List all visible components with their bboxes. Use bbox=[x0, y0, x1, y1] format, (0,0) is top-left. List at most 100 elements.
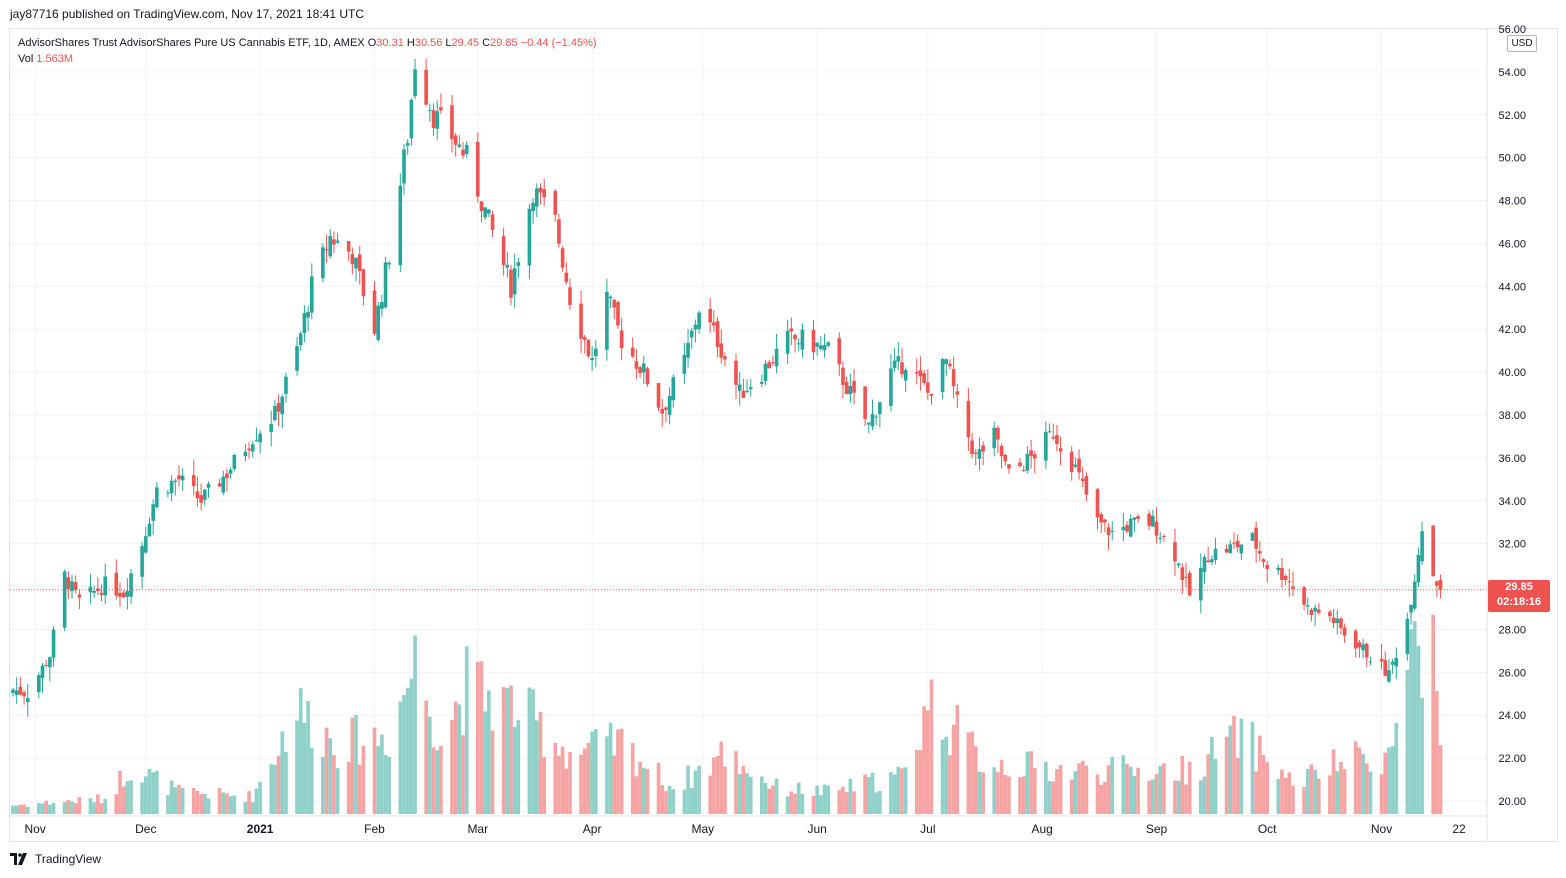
candle-body bbox=[1390, 661, 1395, 665]
volume-bar bbox=[1173, 780, 1177, 814]
candle-body bbox=[321, 247, 325, 279]
currency-button[interactable]: USD bbox=[1507, 35, 1537, 52]
volume-bar bbox=[763, 783, 768, 814]
volume-bar bbox=[103, 798, 108, 814]
candle-body bbox=[1162, 535, 1166, 537]
candle-body bbox=[1103, 519, 1107, 523]
candle-body bbox=[254, 440, 259, 442]
candle-body bbox=[18, 686, 23, 695]
volume-bar bbox=[693, 770, 698, 814]
volume-bar bbox=[324, 727, 329, 814]
candle-body bbox=[630, 347, 635, 357]
volume-bar bbox=[346, 761, 351, 814]
time-axis-tick-label: Nov bbox=[24, 822, 45, 836]
candle-body bbox=[405, 143, 410, 146]
candle-body bbox=[516, 262, 521, 267]
volume-bar bbox=[553, 742, 558, 814]
candle-body bbox=[284, 376, 288, 394]
candle-body bbox=[719, 343, 724, 358]
footer-brand[interactable]: TradingView bbox=[35, 852, 102, 866]
legend-line-price: AdvisorShares Trust AdvisorShares Pure U… bbox=[18, 35, 597, 51]
candle-body bbox=[811, 329, 816, 353]
volume-bar bbox=[121, 786, 126, 814]
candle-body bbox=[748, 387, 753, 390]
volume-bar bbox=[295, 720, 299, 814]
volume-bar bbox=[309, 748, 314, 814]
volume-bar bbox=[354, 714, 358, 814]
volume-bar bbox=[1069, 779, 1074, 814]
candle-body bbox=[1283, 576, 1288, 581]
candle-body bbox=[1342, 627, 1347, 636]
volume-bar bbox=[1280, 769, 1284, 814]
candle-body bbox=[1184, 576, 1188, 578]
candle-body bbox=[926, 382, 930, 393]
candle-body bbox=[372, 290, 377, 334]
candle-body bbox=[1032, 454, 1037, 459]
candle-body bbox=[844, 381, 849, 394]
candle-body bbox=[306, 311, 310, 318]
volume-bar bbox=[1357, 747, 1362, 814]
candle-body bbox=[1416, 554, 1421, 583]
volume-bar bbox=[1250, 721, 1255, 814]
legend-high-value: 30.56 bbox=[414, 37, 443, 49]
volume-bar bbox=[509, 685, 513, 814]
volume-bar bbox=[18, 804, 23, 814]
volume-bar bbox=[1261, 755, 1266, 814]
volume-bar bbox=[1438, 745, 1443, 814]
volume-bar bbox=[1110, 756, 1115, 814]
volume-bar bbox=[538, 712, 543, 814]
volume-bar bbox=[900, 768, 904, 814]
candle-body bbox=[1394, 657, 1399, 667]
candle-body bbox=[841, 367, 845, 385]
volume-bar bbox=[273, 764, 277, 814]
candle-body bbox=[191, 475, 196, 486]
volume-bar bbox=[40, 803, 45, 814]
candle-body bbox=[708, 309, 712, 323]
candle-body bbox=[837, 338, 842, 365]
volume-bar bbox=[734, 751, 738, 814]
candle-body bbox=[1003, 454, 1008, 462]
volume-bar bbox=[1276, 779, 1281, 814]
candle-body bbox=[922, 373, 926, 384]
legend-open-label: O bbox=[367, 37, 377, 49]
candle-body bbox=[715, 321, 720, 347]
candle-body bbox=[951, 369, 956, 387]
candle-body bbox=[800, 329, 805, 350]
volume-bar bbox=[531, 689, 535, 814]
volume-bar bbox=[892, 774, 897, 814]
candle-body bbox=[1224, 548, 1229, 553]
candle-body bbox=[22, 692, 26, 697]
candle-body bbox=[686, 342, 690, 358]
candle-body bbox=[332, 239, 336, 245]
candle-body bbox=[228, 469, 233, 474]
candle-body bbox=[1420, 531, 1424, 562]
chart-legend: AdvisorShares Trust AdvisorShares Pure U… bbox=[18, 35, 597, 67]
volume-bar bbox=[328, 738, 333, 814]
candle-body bbox=[398, 185, 403, 266]
tradingview-logo-icon[interactable] bbox=[10, 853, 30, 865]
volume-bar bbox=[1239, 718, 1244, 814]
candle-body bbox=[955, 391, 960, 395]
candle-body bbox=[1080, 478, 1085, 482]
candle-body bbox=[269, 424, 274, 433]
candle-body bbox=[594, 348, 598, 356]
volume-bar bbox=[1224, 736, 1229, 814]
price-axis-tick-label: 34.00 bbox=[1498, 496, 1526, 508]
volume-bar bbox=[180, 787, 185, 814]
volume-bar bbox=[479, 661, 484, 814]
candle-body bbox=[918, 370, 923, 377]
candle-body bbox=[350, 254, 355, 265]
volume-bar bbox=[206, 798, 211, 814]
volume-bar bbox=[269, 764, 274, 814]
volume-bar bbox=[634, 776, 639, 814]
volume-bar bbox=[664, 791, 668, 814]
candle-body bbox=[1309, 609, 1314, 616]
candle-body bbox=[1435, 581, 1439, 586]
bar-countdown: 02:18:16 bbox=[1496, 596, 1542, 608]
price-axis-tick-label: 28.00 bbox=[1498, 624, 1526, 636]
price-axis-tick-label: 40.00 bbox=[1498, 367, 1526, 379]
candle-body bbox=[70, 581, 74, 592]
volume-bar bbox=[1257, 735, 1262, 814]
time-axis-tick-label: 2021 bbox=[247, 822, 274, 836]
